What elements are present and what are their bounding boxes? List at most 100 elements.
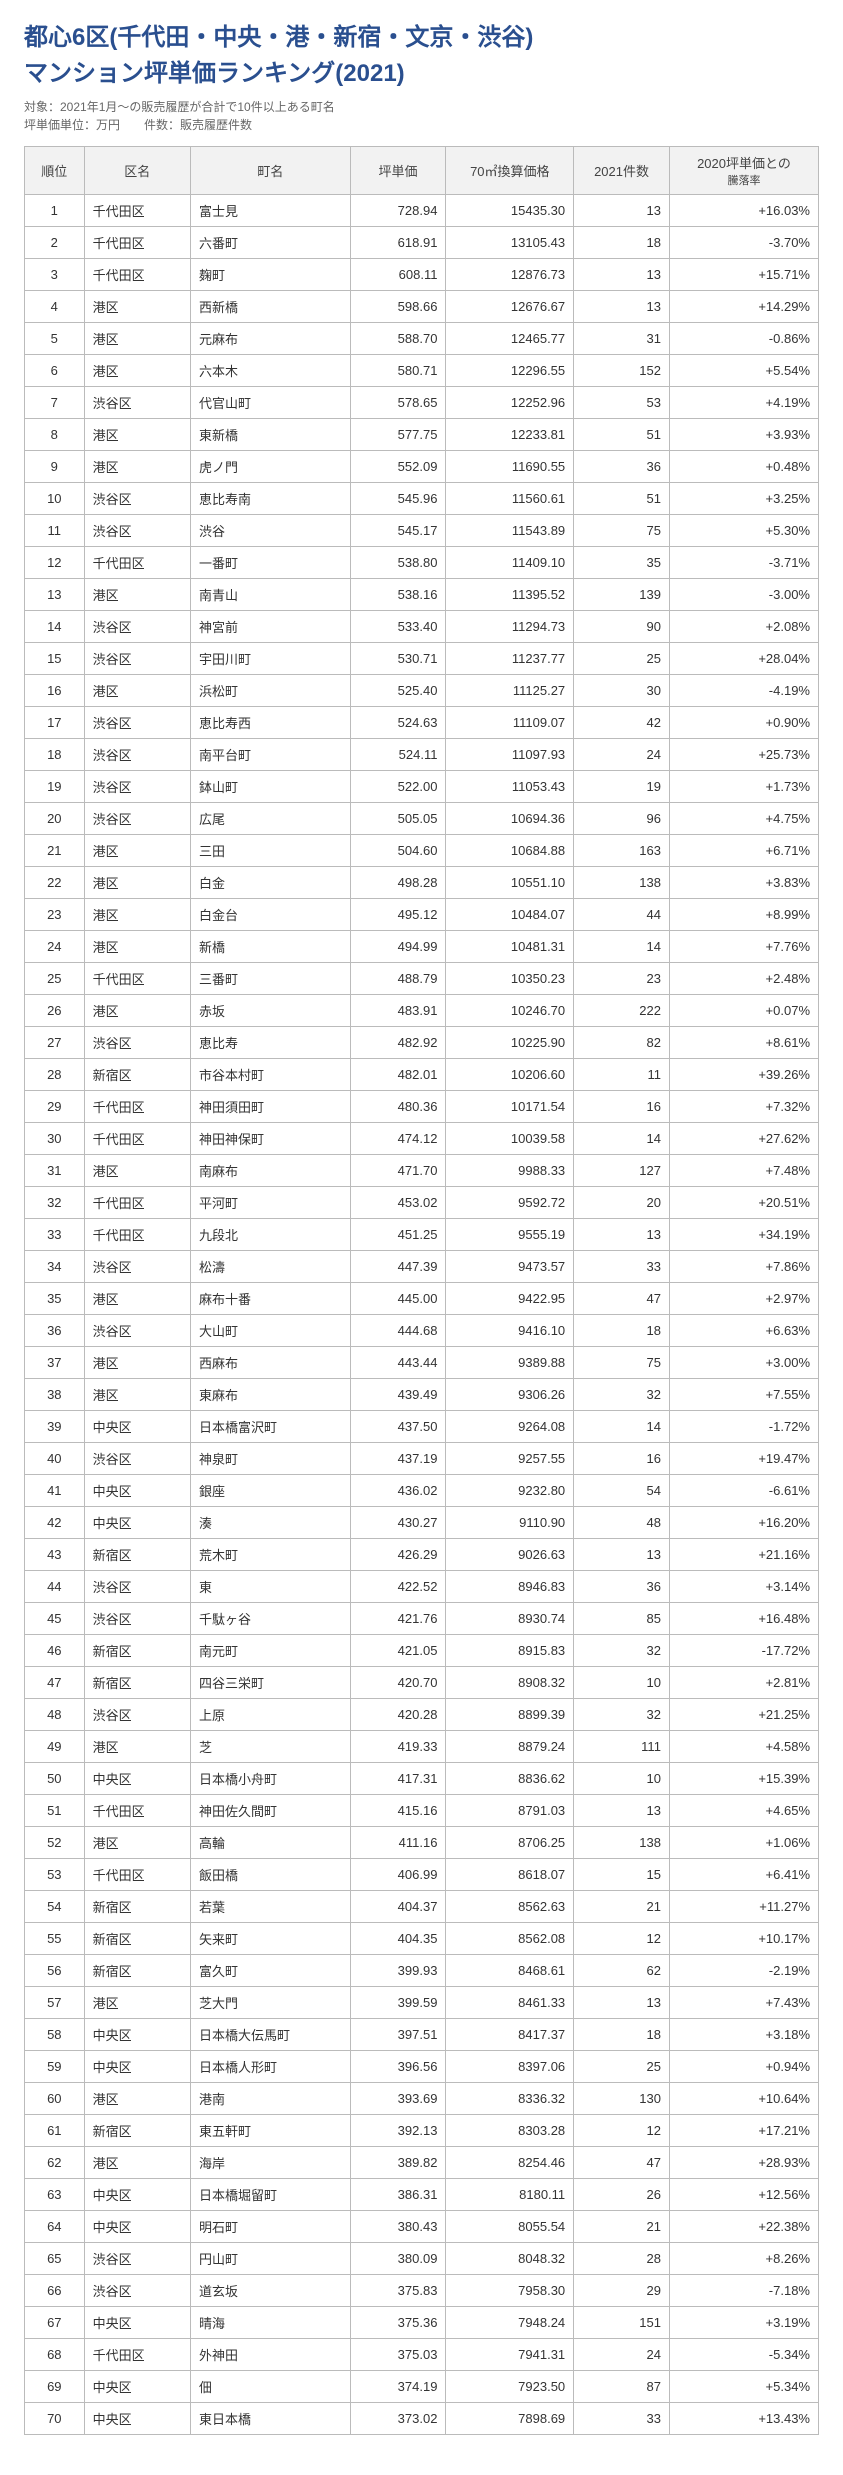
cell-rank: 24 [25, 931, 85, 963]
cell-rank: 11 [25, 515, 85, 547]
cell-count: 11 [574, 1059, 670, 1091]
cell-count: 18 [574, 1315, 670, 1347]
cell-rate: -4.19% [669, 675, 818, 707]
cell-conv: 12876.73 [446, 259, 574, 291]
cell-price: 420.28 [350, 1699, 446, 1731]
cell-rank: 57 [25, 1987, 85, 2019]
cell-rate: +16.48% [669, 1603, 818, 1635]
cell-conv: 9555.19 [446, 1219, 574, 1251]
cell-town: 三番町 [191, 963, 351, 995]
cell-price: 397.51 [350, 2019, 446, 2051]
cell-conv: 9306.26 [446, 1379, 574, 1411]
col-ward: 区名 [84, 147, 190, 195]
cell-price: 577.75 [350, 419, 446, 451]
table-row: 5港区元麻布588.7012465.7731-0.86% [25, 323, 819, 355]
cell-conv: 11543.89 [446, 515, 574, 547]
cell-conv: 11125.27 [446, 675, 574, 707]
cell-town: 日本橋堀留町 [191, 2179, 351, 2211]
cell-price: 437.50 [350, 1411, 446, 1443]
cell-rate: +3.18% [669, 2019, 818, 2051]
cell-conv: 10694.36 [446, 803, 574, 835]
cell-town: 芝大門 [191, 1987, 351, 2019]
table-row: 32千代田区平河町453.029592.7220+20.51% [25, 1187, 819, 1219]
cell-conv: 8930.74 [446, 1603, 574, 1635]
cell-rank: 43 [25, 1539, 85, 1571]
cell-conv: 8303.28 [446, 2115, 574, 2147]
cell-town: 浜松町 [191, 675, 351, 707]
cell-ward: 千代田区 [84, 963, 190, 995]
cell-rank: 30 [25, 1123, 85, 1155]
cell-rank: 41 [25, 1475, 85, 1507]
cell-rate: -1.72% [669, 1411, 818, 1443]
cell-town: 千駄ヶ谷 [191, 1603, 351, 1635]
cell-town: 飯田橋 [191, 1859, 351, 1891]
cell-rate: +28.04% [669, 643, 818, 675]
cell-rate: +10.64% [669, 2083, 818, 2115]
cell-price: 436.02 [350, 1475, 446, 1507]
cell-rate: -5.34% [669, 2339, 818, 2371]
cell-town: 円山町 [191, 2243, 351, 2275]
cell-count: 32 [574, 1635, 670, 1667]
cell-town: 南元町 [191, 1635, 351, 1667]
cell-ward: 渋谷区 [84, 2243, 190, 2275]
col-rate-l1: 2020坪単価との [697, 156, 791, 171]
table-row: 12千代田区一番町538.8011409.1035-3.71% [25, 547, 819, 579]
cell-town: 三田 [191, 835, 351, 867]
cell-rank: 67 [25, 2307, 85, 2339]
cell-price: 375.03 [350, 2339, 446, 2371]
cell-rate: +39.26% [669, 1059, 818, 1091]
cell-count: 75 [574, 515, 670, 547]
cell-rank: 2 [25, 227, 85, 259]
cell-rate: +1.06% [669, 1827, 818, 1859]
cell-town: 東日本橋 [191, 2403, 351, 2435]
title-line1: 都心6区(千代田・中央・港・新宿・文京・渋谷) [24, 24, 533, 51]
cell-rank: 19 [25, 771, 85, 803]
cell-rank: 42 [25, 1507, 85, 1539]
cell-conv: 12252.96 [446, 387, 574, 419]
table-row: 59中央区日本橋人形町396.568397.0625+0.94% [25, 2051, 819, 2083]
table-row: 39中央区日本橋富沢町437.509264.0814-1.72% [25, 1411, 819, 1443]
cell-rate: +16.20% [669, 1507, 818, 1539]
cell-count: 16 [574, 1091, 670, 1123]
cell-count: 96 [574, 803, 670, 835]
cell-rate: +4.75% [669, 803, 818, 835]
cell-rate: -7.18% [669, 2275, 818, 2307]
table-row: 37港区西麻布443.449389.8875+3.00% [25, 1347, 819, 1379]
cell-count: 29 [574, 2275, 670, 2307]
cell-count: 21 [574, 2211, 670, 2243]
cell-town: 恵比寿南 [191, 483, 351, 515]
cell-town: 虎ノ門 [191, 451, 351, 483]
cell-price: 505.05 [350, 803, 446, 835]
cell-ward: 渋谷区 [84, 707, 190, 739]
cell-town: 東麻布 [191, 1379, 351, 1411]
cell-town: 高輪 [191, 1827, 351, 1859]
col-count: 2021件数 [574, 147, 670, 195]
cell-price: 480.36 [350, 1091, 446, 1123]
cell-ward: 新宿区 [84, 1891, 190, 1923]
cell-town: 六番町 [191, 227, 351, 259]
cell-price: 524.63 [350, 707, 446, 739]
table-row: 55新宿区矢来町404.358562.0812+10.17% [25, 1923, 819, 1955]
cell-conv: 13105.43 [446, 227, 574, 259]
cell-conv: 9232.80 [446, 1475, 574, 1507]
cell-town: 麹町 [191, 259, 351, 291]
cell-rank: 16 [25, 675, 85, 707]
cell-price: 498.28 [350, 867, 446, 899]
cell-price: 437.19 [350, 1443, 446, 1475]
cell-rank: 48 [25, 1699, 85, 1731]
cell-rate: +11.27% [669, 1891, 818, 1923]
cell-conv: 8468.61 [446, 1955, 574, 1987]
col-rate-l2: 騰落率 [727, 175, 760, 187]
cell-rank: 58 [25, 2019, 85, 2051]
cell-ward: 渋谷区 [84, 1315, 190, 1347]
cell-ward: 港区 [84, 1987, 190, 2019]
cell-conv: 11560.61 [446, 483, 574, 515]
cell-price: 578.65 [350, 387, 446, 419]
cell-town: 西麻布 [191, 1347, 351, 1379]
cell-rank: 44 [25, 1571, 85, 1603]
table-row: 3千代田区麹町608.1112876.7313+15.71% [25, 259, 819, 291]
col-conv: 70㎡換算価格 [446, 147, 574, 195]
cell-count: 13 [574, 291, 670, 323]
cell-rank: 32 [25, 1187, 85, 1219]
cell-count: 14 [574, 931, 670, 963]
